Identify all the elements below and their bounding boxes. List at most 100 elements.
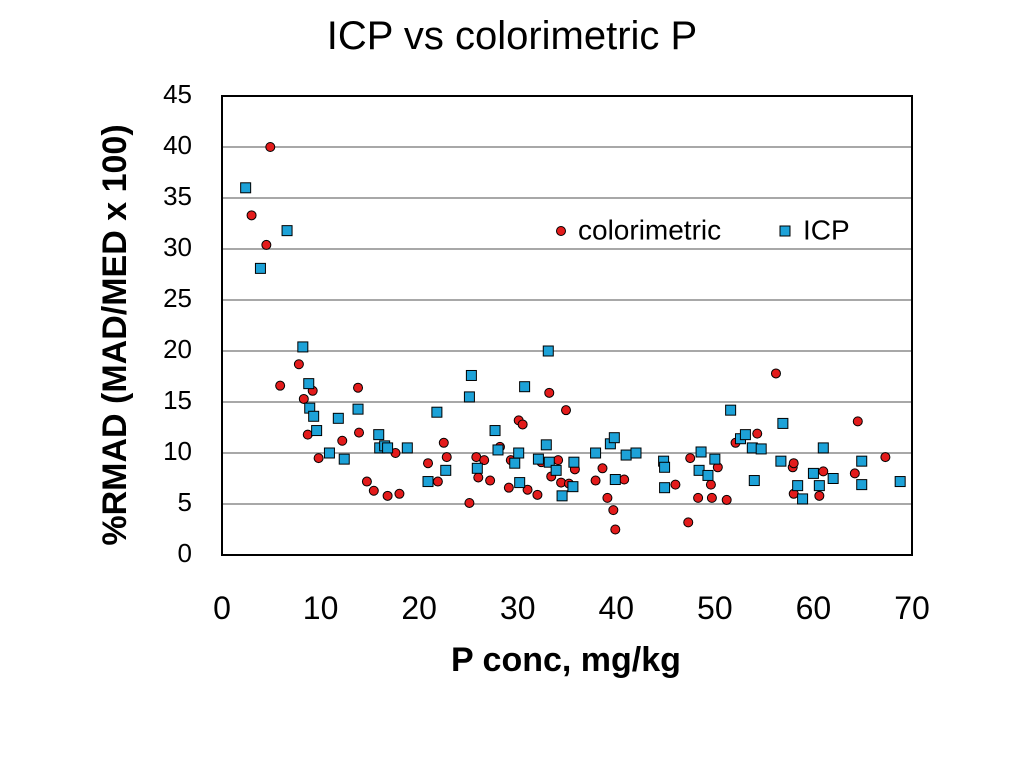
data-point-icp xyxy=(513,447,525,459)
y-axis-label: %RMAD (MAD/MED x 100) xyxy=(96,124,134,545)
data-point-icp xyxy=(281,225,293,237)
data-point-icp xyxy=(489,425,501,437)
legend: colorimetric ICP xyxy=(556,214,850,245)
data-point-colorimetric xyxy=(706,492,717,503)
data-point-icp xyxy=(556,490,568,502)
data-point-colorimetric xyxy=(544,387,555,398)
data-point-colorimetric xyxy=(368,485,379,496)
data-point-icp xyxy=(748,475,760,487)
data-point-icp xyxy=(401,442,413,454)
data-point-icp xyxy=(332,412,344,424)
data-point-colorimetric xyxy=(337,435,348,446)
data-point-icp xyxy=(440,464,452,476)
chart-title: ICP vs colorimetric P xyxy=(326,14,698,58)
x-tick-label: 50 xyxy=(697,590,733,626)
y-tick-label: 35 xyxy=(163,181,192,211)
data-point-colorimetric xyxy=(265,142,276,152)
data-point-icp xyxy=(352,403,364,415)
data-point-colorimetric xyxy=(522,484,533,495)
y-tick-label: 30 xyxy=(163,232,192,262)
data-point-colorimetric xyxy=(261,239,272,250)
data-point-colorimetric xyxy=(361,476,372,487)
data-point-icp xyxy=(608,432,620,444)
data-point-icp xyxy=(894,476,906,488)
y-tick-label: 20 xyxy=(163,334,192,364)
series-icp xyxy=(240,182,906,505)
data-point-colorimetric xyxy=(849,468,860,479)
x-tick-label: 30 xyxy=(500,590,536,626)
y-tick-label: 15 xyxy=(163,385,192,415)
data-point-colorimetric xyxy=(610,524,621,535)
data-point-colorimetric xyxy=(597,463,608,474)
data-point-icp xyxy=(630,447,642,459)
data-point-icp xyxy=(807,467,819,479)
x-tick-label: 70 xyxy=(894,590,930,626)
legend-label-icp: ICP xyxy=(803,214,850,245)
data-point-icp xyxy=(567,481,579,493)
data-point-icp xyxy=(725,404,737,416)
data-point-colorimetric xyxy=(721,494,732,505)
data-point-colorimetric xyxy=(353,382,364,393)
data-point-icp xyxy=(373,429,385,441)
data-point-icp xyxy=(659,461,671,473)
data-point-icp xyxy=(509,457,521,469)
data-point-icp xyxy=(590,447,602,459)
data-point-colorimetric xyxy=(275,380,286,391)
y-tick-label: 0 xyxy=(178,538,192,568)
legend-marker-colorimetric xyxy=(556,226,566,236)
data-point-icp xyxy=(382,442,394,454)
data-point-icp xyxy=(431,406,443,418)
data-point-icp xyxy=(792,480,804,492)
data-point-colorimetric xyxy=(313,453,324,464)
data-point-icp xyxy=(308,410,320,422)
data-point-icp xyxy=(817,442,829,454)
data-point-icp xyxy=(827,473,839,484)
data-point-colorimetric xyxy=(852,416,863,427)
data-point-icp xyxy=(797,493,809,505)
y-tick-label: 5 xyxy=(178,487,192,517)
data-point-colorimetric xyxy=(693,492,704,503)
data-point-colorimetric xyxy=(293,359,304,370)
data-point-icp xyxy=(519,381,531,393)
data-point-icp xyxy=(755,443,767,455)
data-point-colorimetric xyxy=(553,455,564,466)
data-point-colorimetric xyxy=(302,429,313,440)
data-point-colorimetric xyxy=(685,453,696,464)
data-point-colorimetric xyxy=(880,452,891,463)
data-point-colorimetric xyxy=(788,458,799,469)
x-tick-label: 60 xyxy=(796,590,832,626)
data-point-icp xyxy=(254,262,266,274)
y-tick-label: 25 xyxy=(163,283,192,313)
data-point-colorimetric xyxy=(517,419,528,430)
data-point-icp xyxy=(240,182,252,194)
data-point-colorimetric xyxy=(683,517,694,528)
data-point-colorimetric xyxy=(670,479,681,490)
data-point-icp xyxy=(471,462,483,474)
data-point-icp xyxy=(542,345,554,357)
data-point-colorimetric xyxy=(608,505,619,516)
data-point-colorimetric xyxy=(438,437,449,448)
data-point-colorimetric xyxy=(441,452,452,463)
data-point-colorimetric xyxy=(503,482,514,493)
data-point-icp xyxy=(739,429,751,441)
data-point-colorimetric xyxy=(479,455,490,466)
data-point-icp xyxy=(775,455,787,467)
gridlines xyxy=(222,146,912,505)
data-point-colorimetric xyxy=(485,475,496,486)
data-point-icp xyxy=(540,439,552,451)
x-tick-label: 40 xyxy=(598,590,634,626)
data-point-icp xyxy=(543,456,555,468)
data-point-icp xyxy=(303,378,315,390)
y-axis-ticks: 0 5 10 15 20 25 30 35 40 45 xyxy=(163,79,192,568)
data-point-colorimetric xyxy=(705,479,716,490)
data-point-colorimetric xyxy=(394,488,405,499)
data-point-colorimetric xyxy=(590,475,601,486)
data-point-colorimetric xyxy=(752,428,763,439)
plot-area xyxy=(221,95,913,556)
data-point-icp xyxy=(659,482,671,494)
x-tick-label: 20 xyxy=(401,590,437,626)
data-point-icp xyxy=(695,446,707,458)
data-point-icp xyxy=(514,477,526,489)
data-point-icp xyxy=(463,391,475,403)
data-point-colorimetric xyxy=(298,393,309,404)
